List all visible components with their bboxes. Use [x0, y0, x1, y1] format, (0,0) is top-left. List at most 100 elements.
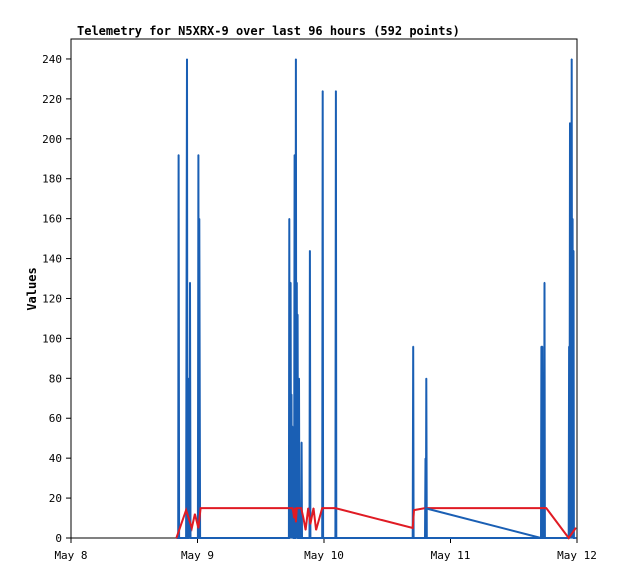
data-point	[540, 537, 542, 539]
data-point	[292, 511, 294, 513]
data-point	[200, 537, 202, 539]
data-point	[192, 537, 194, 539]
data-point	[309, 250, 311, 252]
data-point	[297, 507, 300, 509]
data-point	[190, 537, 192, 539]
data-point	[291, 425, 293, 427]
y-axis: 0 20 40 60 80 100 120 140 160 180 200 220 240	[42, 53, 71, 545]
data-point	[322, 90, 324, 92]
y-tick-label: 200	[42, 133, 62, 146]
data-point	[425, 377, 427, 379]
data-point	[288, 218, 290, 220]
series-3	[424, 507, 542, 539]
data-point	[413, 509, 415, 511]
data-point	[290, 507, 293, 509]
data-point	[296, 281, 298, 284]
data-point	[321, 537, 323, 539]
y-tick-label: 0	[55, 532, 62, 545]
data-point	[297, 537, 300, 539]
data-point	[291, 507, 293, 509]
data-point	[295, 521, 297, 523]
y-tick-label: 40	[49, 452, 62, 465]
data-point	[177, 537, 179, 539]
data-point	[569, 122, 571, 124]
data-point	[424, 457, 427, 459]
data-point	[572, 250, 575, 252]
data-point	[326, 507, 328, 509]
data-point	[185, 509, 187, 511]
data-point	[308, 537, 311, 539]
data-point	[198, 218, 200, 220]
data-point	[297, 313, 299, 315]
y-axis-label: Values	[25, 267, 39, 310]
data-point	[290, 507, 292, 509]
data-point	[335, 90, 337, 92]
x-tick-label: May 11	[431, 549, 471, 562]
data-point	[315, 529, 317, 531]
data-point	[312, 507, 315, 509]
data-point	[425, 537, 427, 539]
data-point	[187, 537, 189, 539]
data-point	[541, 345, 543, 347]
y-tick-label: 180	[42, 173, 62, 186]
data-point	[200, 507, 202, 509]
data-point	[571, 58, 573, 60]
data-point	[570, 537, 572, 539]
data-point	[413, 537, 415, 539]
data-point	[297, 507, 299, 509]
series-line	[424, 507, 542, 539]
y-tick-label: 140	[42, 253, 62, 266]
data-point	[322, 537, 324, 539]
data-point	[298, 507, 300, 509]
data-point	[334, 507, 336, 509]
data-point	[179, 537, 181, 539]
series-1	[175, 58, 577, 539]
data-point	[175, 537, 177, 539]
data-point	[191, 527, 193, 529]
data-point	[540, 345, 543, 347]
data-point	[294, 154, 296, 156]
data-point	[305, 529, 307, 531]
data-point	[295, 537, 297, 539]
data-point	[334, 537, 336, 539]
data-point	[412, 527, 414, 529]
chart-title: Telemetry for N5XRX-9 over last 96 hours…	[77, 24, 460, 38]
data-point	[575, 537, 577, 539]
data-point	[337, 537, 339, 539]
data-point	[570, 281, 572, 284]
data-point	[307, 507, 309, 509]
y-tick-label: 160	[42, 213, 62, 226]
data-point	[543, 377, 545, 379]
data-point	[540, 507, 542, 509]
data-point	[298, 377, 300, 379]
data-point	[426, 537, 428, 539]
data-point	[424, 507, 426, 509]
data-point	[568, 345, 570, 347]
data-point	[189, 281, 191, 284]
data-point	[197, 527, 199, 529]
y-tick-label: 220	[42, 93, 62, 106]
data-point	[321, 507, 323, 509]
data-point	[296, 537, 298, 539]
data-point	[309, 537, 311, 539]
data-point	[185, 537, 187, 539]
data-point	[575, 527, 577, 529]
x-tick-label: May 8	[54, 549, 87, 562]
data-point	[291, 537, 293, 539]
data-point	[542, 537, 544, 539]
data-point	[302, 517, 304, 519]
x-tick-label: May 10	[304, 549, 344, 562]
data-point	[332, 507, 334, 509]
data-point	[572, 537, 574, 539]
data-point	[309, 523, 311, 525]
data-point	[292, 537, 294, 539]
data-point	[292, 457, 294, 459]
data-point	[194, 513, 196, 515]
data-point	[302, 537, 304, 539]
data-point	[197, 537, 199, 539]
data-point	[178, 154, 180, 156]
data-point	[294, 537, 296, 539]
data-point	[412, 537, 414, 539]
data-point	[293, 517, 295, 519]
